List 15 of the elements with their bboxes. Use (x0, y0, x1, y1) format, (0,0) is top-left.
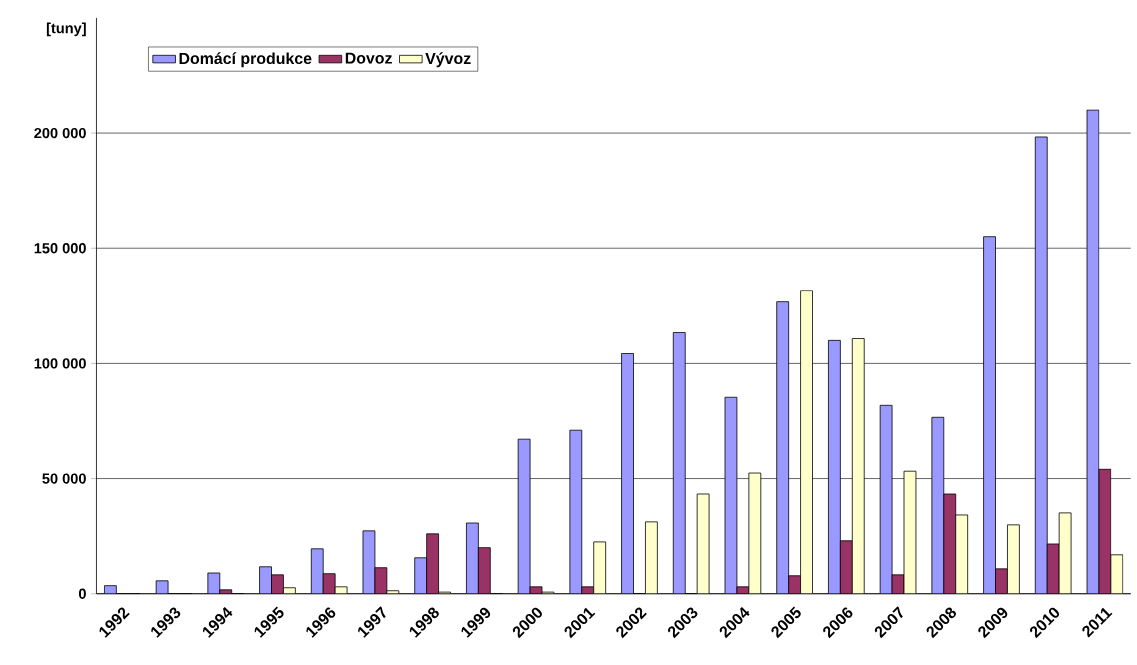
y-tick-label: 0 (78, 588, 86, 599)
bar (696, 493, 710, 594)
bar (672, 331, 686, 594)
legend-label: Domácí produkce (179, 52, 312, 68)
legend-label: Dovoz (345, 52, 392, 64)
y-tick-label: 200 000 (34, 127, 86, 139)
bar (645, 521, 658, 594)
y-tick-label: 150 000 (34, 242, 86, 254)
y-axis-title: [tuny] (46, 22, 86, 37)
bar (155, 580, 169, 594)
y-tick-label: 100 000 (34, 358, 86, 369)
legend-label: Vývoz (425, 52, 471, 68)
bar (621, 352, 634, 594)
y-tick-label: 50 000 (42, 473, 86, 484)
bar (104, 585, 117, 594)
